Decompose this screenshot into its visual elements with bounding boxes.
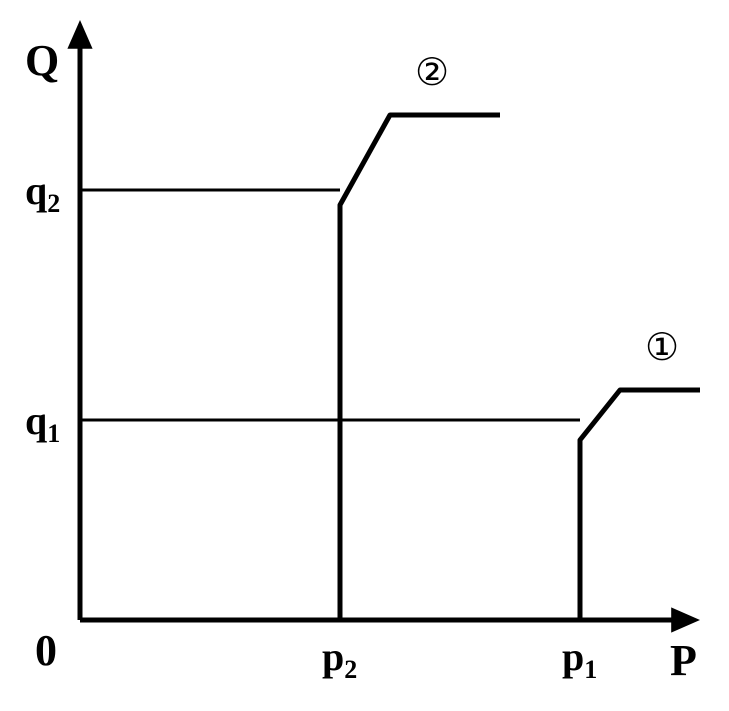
curve1-label: ① xyxy=(645,327,679,369)
qp-diagram: QP0①②q2q1p2p1 xyxy=(0,0,729,711)
chart-background xyxy=(0,0,729,711)
x-axis-label: P xyxy=(670,636,697,685)
y-axis-label: Q xyxy=(25,36,59,85)
curve2-label: ② xyxy=(415,52,449,94)
origin-label: 0 xyxy=(35,626,57,675)
